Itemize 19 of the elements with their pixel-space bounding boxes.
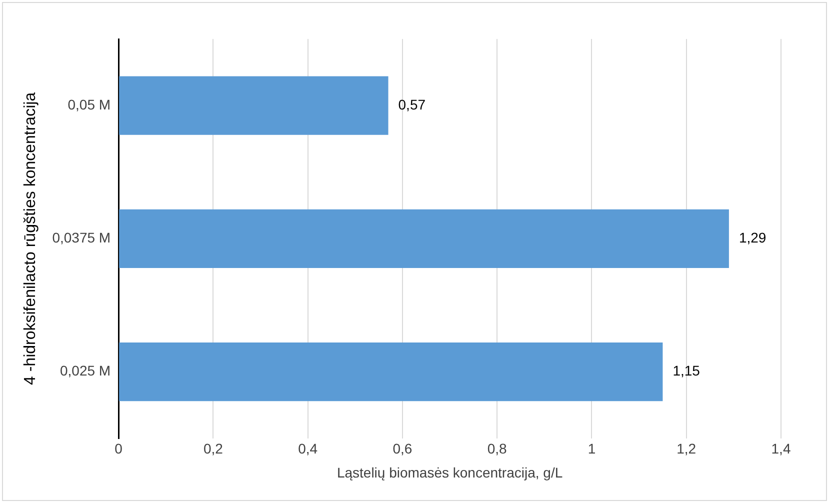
x-tick-label: 0,2	[203, 440, 224, 457]
bar	[119, 209, 729, 268]
x-tick-label: 0,6	[392, 440, 412, 457]
y-axis-title: 4 -hidroksifenilacto rūgšties koncentracija	[22, 92, 40, 385]
x-tick-label: 0	[114, 440, 123, 457]
bar	[119, 342, 663, 402]
data-label: 1,29	[738, 230, 766, 246]
x-tick-label: 1	[588, 440, 596, 457]
data-label: 0,57	[398, 96, 426, 112]
x-tick-label: 0,4	[298, 440, 318, 457]
y-tick-label: 0,0375 M	[52, 230, 111, 246]
y-tick-label: 0,05 M	[68, 96, 111, 112]
data-label: 1,15	[672, 362, 700, 379]
x-tick-label: 1,2	[676, 440, 696, 457]
x-axis-title: Ląstelių biomasės koncentracija, g/L	[336, 464, 563, 480]
x-tick-label: 1,4	[771, 440, 791, 457]
y-tick-label: 0,025 M	[60, 362, 111, 379]
x-tick-label: 0,8	[487, 440, 508, 457]
bar	[119, 76, 388, 135]
